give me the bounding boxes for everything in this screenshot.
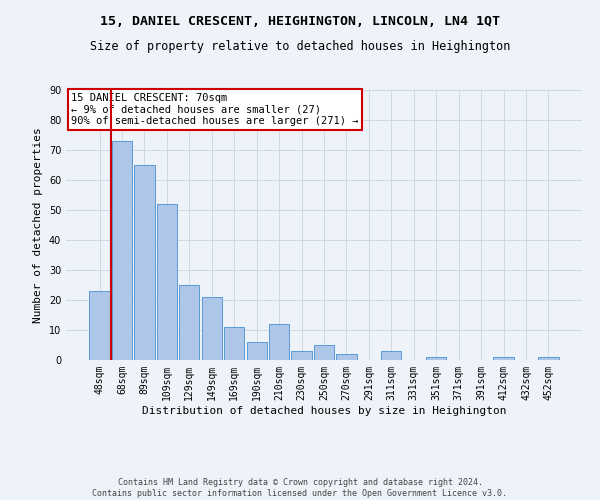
Bar xyxy=(538,357,559,360)
Bar xyxy=(89,291,110,360)
Text: Size of property relative to detached houses in Heighington: Size of property relative to detached ho… xyxy=(90,40,510,53)
Text: 15 DANIEL CRESCENT: 70sqm
← 9% of detached houses are smaller (27)
90% of semi-d: 15 DANIEL CRESCENT: 70sqm ← 9% of detach… xyxy=(71,92,359,126)
Bar xyxy=(202,297,222,360)
Y-axis label: Number of detached properties: Number of detached properties xyxy=(33,127,43,323)
Bar xyxy=(292,351,311,360)
Bar xyxy=(247,342,267,360)
Bar xyxy=(224,327,244,360)
Bar xyxy=(157,204,177,360)
Bar xyxy=(381,351,401,360)
Bar xyxy=(179,285,199,360)
Bar xyxy=(134,165,155,360)
Bar xyxy=(337,354,356,360)
Bar xyxy=(112,141,132,360)
Bar xyxy=(426,357,446,360)
Bar xyxy=(269,324,289,360)
X-axis label: Distribution of detached houses by size in Heighington: Distribution of detached houses by size … xyxy=(142,406,506,415)
Text: 15, DANIEL CRESCENT, HEIGHINGTON, LINCOLN, LN4 1QT: 15, DANIEL CRESCENT, HEIGHINGTON, LINCOL… xyxy=(100,15,500,28)
Text: Contains HM Land Registry data © Crown copyright and database right 2024.
Contai: Contains HM Land Registry data © Crown c… xyxy=(92,478,508,498)
Bar xyxy=(493,357,514,360)
Bar xyxy=(314,345,334,360)
